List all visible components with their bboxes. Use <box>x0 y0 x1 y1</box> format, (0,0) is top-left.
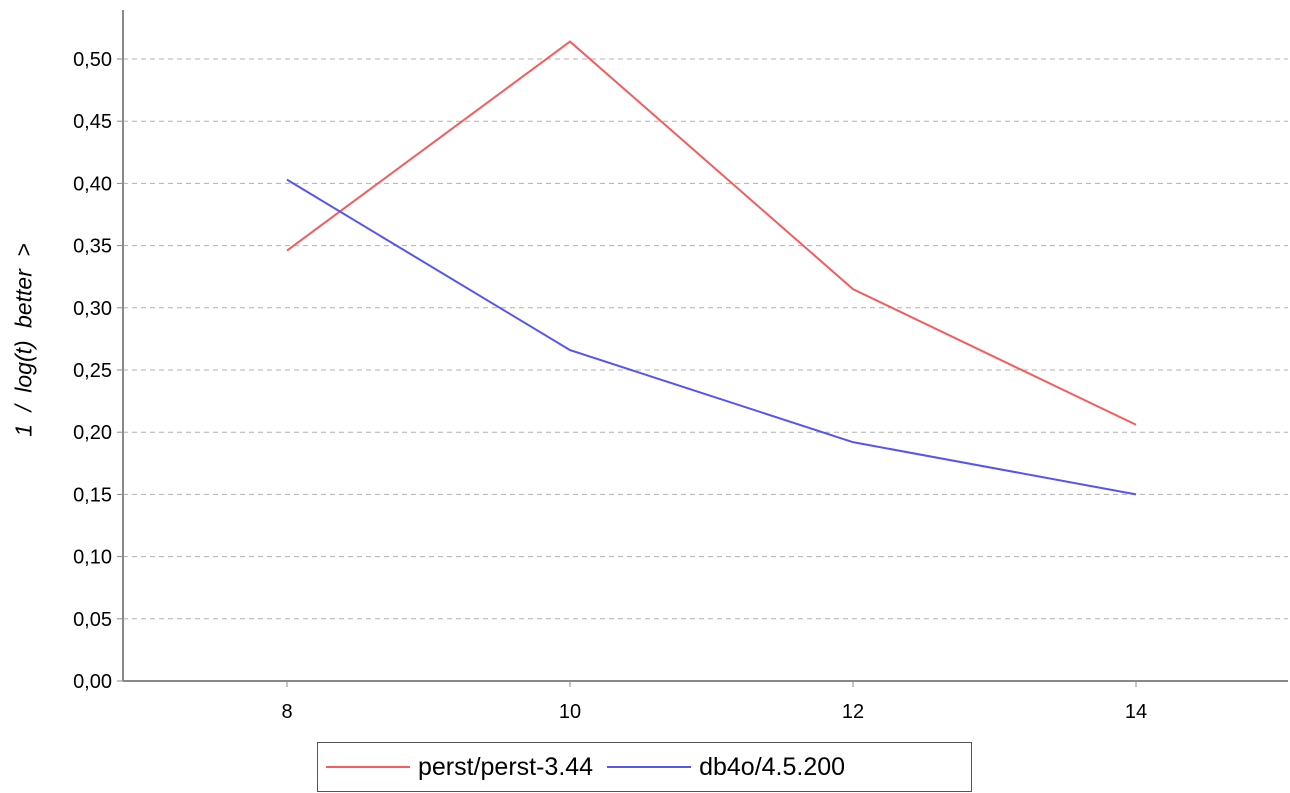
y-tick-label: 0,00 <box>73 671 112 693</box>
y-tick-label: 0,25 <box>73 360 112 382</box>
series-lines <box>286 40 1137 496</box>
legend-item-perst: perst/perst-3.44 <box>326 753 593 782</box>
y-tick-label: 0,45 <box>73 111 112 133</box>
x-tick-label: 10 <box>559 701 581 723</box>
axes <box>122 10 1288 682</box>
legend-label-db4o: db4o/4.5.200 <box>699 752 846 781</box>
line-chart: 0,00 0,05 0,10 0,15 0,20 0,25 0,30 0,35 0,40 0,45… <box>73 10 1288 723</box>
legend-swatch-db4o <box>607 766 692 768</box>
series-line-db4o <box>286 178 1137 496</box>
y-tick-label: 0,10 <box>73 547 112 569</box>
y-tick-label: 0,35 <box>73 236 112 258</box>
legend-label-perst: perst/perst-3.44 <box>418 752 594 781</box>
x-tick-label: 8 <box>281 701 292 723</box>
y-axis-label: 1 / log(t) better > <box>0 0 48 680</box>
y-tick-label: 0,40 <box>73 173 112 195</box>
y-tick-label: 0,05 <box>73 609 112 631</box>
y-ticks: 0,00 0,05 0,10 0,15 0,20 0,25 0,30 0,35 0,40 0,45… <box>73 49 123 693</box>
y-tick-label: 0,20 <box>73 422 112 444</box>
legend: perst/perst-3.44 db4o/4.5.200 <box>317 742 972 792</box>
x-ticks: 8 10 12 14 <box>281 681 1147 723</box>
y-axis-label-text: 1 / log(t) better > <box>10 243 37 437</box>
series-line-perst <box>286 40 1137 426</box>
y-tick-label: 0,50 <box>73 49 112 71</box>
y-tick-label: 0,30 <box>73 298 112 320</box>
legend-swatch-perst <box>326 766 410 768</box>
x-tick-label: 14 <box>1125 701 1147 723</box>
gridlines <box>123 58 1288 620</box>
x-tick-label: 12 <box>842 701 864 723</box>
legend-item-db4o: db4o/4.5.200 <box>607 753 845 782</box>
y-tick-label: 0,15 <box>73 484 112 506</box>
